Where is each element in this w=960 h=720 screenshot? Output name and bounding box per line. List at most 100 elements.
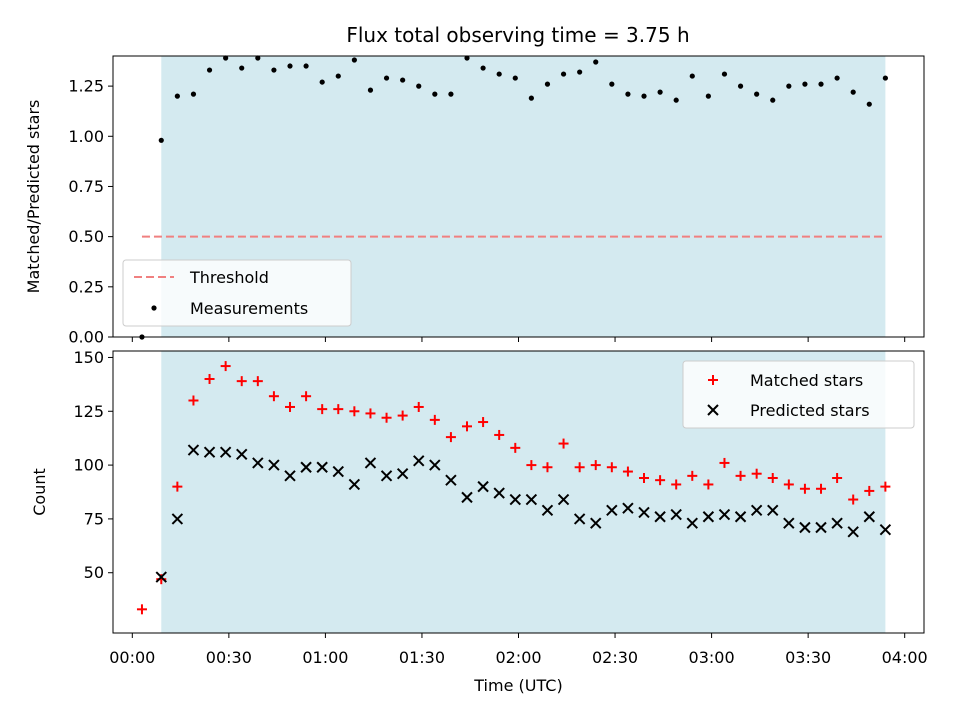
matched-star-point [285, 401, 296, 412]
matched-star-point [478, 417, 489, 428]
measurement-point [689, 73, 695, 79]
matched-star-point [220, 361, 231, 372]
matched-star-point [188, 395, 199, 406]
predicted-star-point [396, 467, 409, 480]
y-tick-label: 50 [84, 563, 104, 582]
x-stroke [429, 459, 441, 471]
matched-star-point [510, 442, 521, 453]
predicted-star-point [477, 480, 489, 493]
x-stroke [799, 521, 811, 534]
measurement-point [496, 71, 502, 77]
measurement-point [641, 93, 647, 99]
top-y-axis-label: Matched/Predicted stars [24, 100, 43, 294]
x-tick-label: 02:30 [592, 648, 638, 667]
top-legend-box [122, 259, 352, 327]
matched-star-point [719, 457, 730, 468]
x-stroke [284, 470, 296, 482]
measurement-point [657, 89, 663, 95]
bottom-axes-frame [112, 350, 925, 634]
x-stroke [573, 513, 586, 525]
matched-star-point [655, 475, 666, 486]
x-stroke [670, 508, 682, 521]
legend-plus-marker [708, 375, 718, 385]
y-tick-label: 0.25 [68, 277, 104, 296]
x-tick-label: 00:00 [109, 648, 155, 667]
legend-threshold-label: Threshold [189, 268, 269, 287]
predicted-star-point [767, 504, 779, 517]
predicted-star-point [718, 508, 731, 521]
x-stroke [268, 459, 280, 471]
matched-star-point [574, 462, 585, 473]
bottom-y-axis-label: Count [30, 468, 49, 516]
x-tick-label: 04:00 [882, 648, 928, 667]
predicted-star-point [219, 446, 232, 458]
measurement-point [190, 91, 197, 97]
predicted-star-point [847, 526, 859, 538]
predicted-star-point [750, 504, 763, 517]
measurement-point [335, 73, 341, 79]
x-stroke [525, 493, 538, 506]
x-stroke [396, 467, 409, 480]
y-tick-label: 150 [73, 348, 104, 367]
y-tick-label: 0.00 [68, 328, 104, 347]
top-axes-frame [112, 55, 925, 338]
y-tick-label: 125 [73, 402, 104, 421]
bottom-legend-box [682, 360, 915, 429]
measurement-point [834, 75, 840, 81]
measurement-point [480, 65, 486, 71]
y-tick-label: 0.50 [68, 227, 104, 246]
matched-star-point [301, 391, 312, 402]
x-stroke [783, 517, 795, 529]
predicted-star-point [557, 493, 570, 506]
predicted-star-point [252, 457, 264, 469]
measurement-point [351, 57, 357, 63]
matched-star-point [558, 438, 569, 449]
x-stroke [461, 491, 473, 504]
predicted-star-point [268, 459, 280, 471]
measurement-point [158, 137, 164, 143]
matched-star-point [136, 604, 147, 615]
legend-predicted-label: Predicted stars [750, 401, 870, 420]
matched-star-point [606, 462, 617, 473]
measurement-point [673, 97, 679, 103]
measurement-point [866, 101, 872, 107]
x-stroke [767, 504, 779, 517]
predicted-star-point [364, 457, 377, 469]
predicted-star-point [638, 506, 650, 519]
x-stroke [879, 523, 892, 536]
legend-matched-swatch [708, 375, 718, 385]
matched-star-point [880, 481, 891, 492]
matched-star-point [703, 479, 714, 490]
predicted-star-point [541, 504, 554, 517]
matched-stars-series [136, 361, 891, 615]
x-stroke [413, 455, 425, 467]
x-stroke [815, 521, 827, 534]
measurement-point [174, 93, 180, 99]
x-axis-label: Time (UTC) [473, 676, 562, 695]
x-stroke [380, 470, 393, 482]
matched-star-point [799, 483, 810, 494]
measurement-point [544, 81, 551, 87]
x-stroke [702, 511, 715, 523]
matched-star-point [317, 404, 328, 415]
measurement-point [367, 87, 374, 93]
predicted-star-point [686, 517, 698, 529]
measurement-point [383, 75, 390, 81]
bottom-x-ticks: 00:00 00:30 01:00 01:30 02:00 02:30 03:00 03:30… [109, 633, 928, 667]
matched-star-point [832, 473, 843, 484]
matched-star-point [622, 466, 633, 477]
legend-measurements-swatch [151, 305, 157, 311]
legend-matched-label: Matched stars [750, 371, 863, 390]
predicted-star-point [622, 502, 634, 514]
x-stroke [445, 474, 457, 486]
x-stroke [707, 404, 719, 416]
y-tick-label: 100 [73, 456, 104, 475]
x-stroke [477, 480, 489, 493]
matched-star-point [494, 429, 505, 440]
matched-star-point [429, 414, 440, 425]
predicted-star-point [783, 517, 795, 529]
matched-star-point [462, 421, 473, 432]
legend-predicted-swatch [707, 404, 719, 416]
measurement-point [319, 79, 325, 85]
x-tick-label: 03:00 [689, 648, 735, 667]
